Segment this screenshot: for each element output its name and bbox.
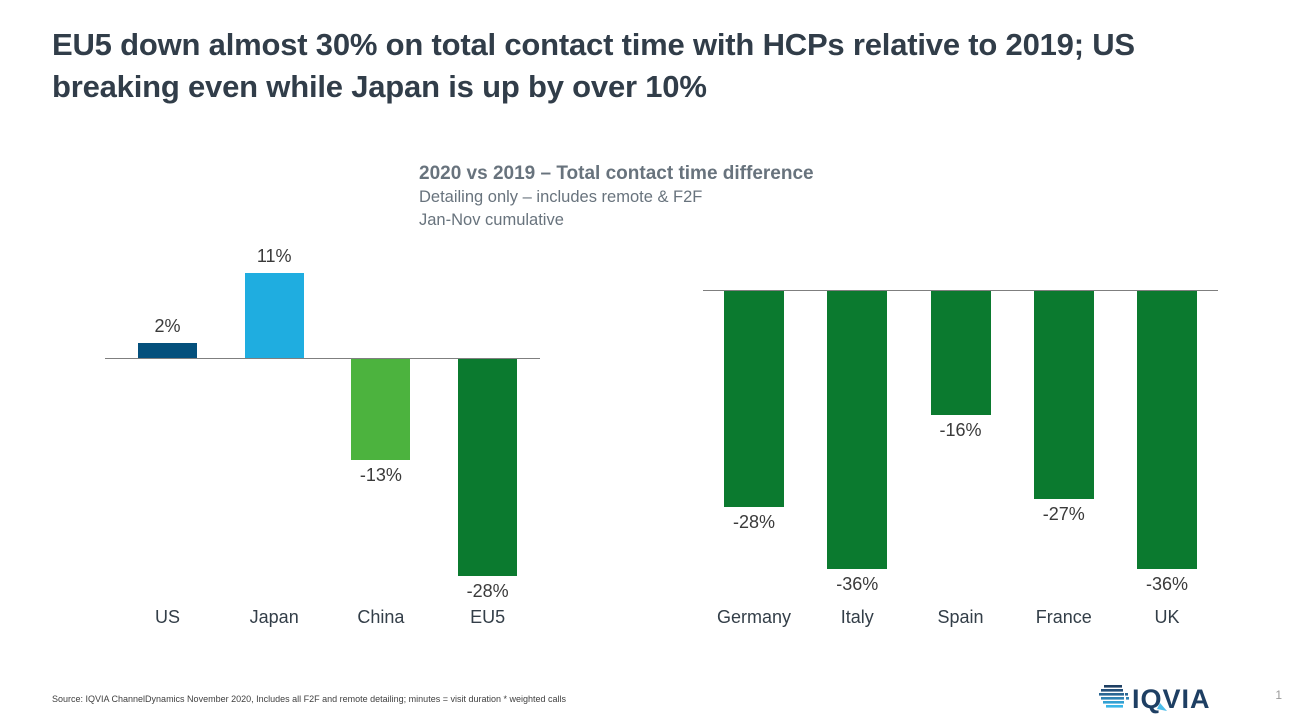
axis-label-eu5: EU5 [470, 607, 506, 627]
bar-france [1033, 291, 1094, 500]
chart-header: 2020 vs 2019 – Total contact time differ… [419, 162, 814, 232]
bar-germany [724, 291, 784, 508]
iqvia-logo-text: IQVIA [1132, 684, 1211, 714]
bar-eu5 [458, 359, 518, 576]
axis-label-uk: UK [1154, 607, 1180, 627]
chart-title: 2020 vs 2019 – Total contact time differ… [419, 163, 814, 184]
axis-baseline-global-markets [105, 358, 540, 359]
axis-label-us: US [154, 607, 180, 627]
axis-label-italy: Italy [840, 607, 874, 627]
axis-label-china: China [357, 607, 405, 627]
value-label-spain: -16% [939, 419, 982, 440]
bar-italy [827, 291, 888, 569]
value-label-italy: -36% [836, 573, 879, 594]
axis-label-spain: Spain [937, 607, 984, 627]
value-label-eu5: -28% [466, 581, 509, 601]
value-label-france: -27% [1042, 504, 1085, 525]
source-note: Source: IQVIA ChannelDynamics November 2… [52, 694, 567, 704]
iqvia-logo: IQVIA [1098, 682, 1226, 719]
page-number: 1 [1275, 688, 1282, 702]
value-label-japan: 11% [256, 245, 292, 266]
value-label-us: 2% [154, 315, 181, 336]
chart-subtitle-detailing: Detailing only – includes remote & F2F [419, 188, 703, 206]
bar-uk [1137, 291, 1197, 569]
value-label-china: -13% [359, 464, 402, 485]
iqvia-logo-graphic: IQVIA [1099, 684, 1211, 714]
value-label-germany: -28% [732, 512, 776, 533]
axis-label-germany: Germany [716, 607, 792, 627]
axis-label-france: France [1035, 607, 1092, 627]
axis-label-japan: Japan [249, 607, 299, 627]
bar-us [138, 342, 197, 358]
value-label-uk: -36% [1145, 573, 1189, 594]
chart-subtitle-period: Jan-Nov cumulative [419, 211, 564, 229]
bar-china [351, 359, 411, 460]
bar-japan [244, 272, 304, 358]
axis-baseline-eu5-countries [703, 290, 1218, 291]
iqvia-lines-icon [1099, 685, 1129, 708]
page-title: EU5 down almost 30% on total contact tim… [52, 27, 1135, 104]
bar-spain [930, 291, 991, 415]
iqvia-q-tail [1157, 703, 1167, 711]
